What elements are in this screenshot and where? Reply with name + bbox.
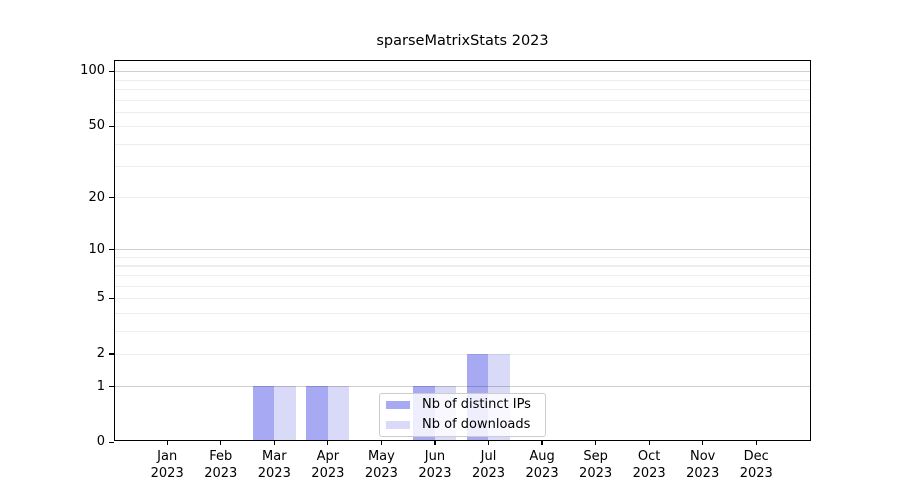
x-tick-label: Nov 2023: [675, 448, 731, 482]
y-tick-label: 10: [88, 241, 105, 257]
x-tick-year: 2023: [471, 466, 506, 481]
x-tick-label: Mar 2023: [246, 448, 302, 482]
y-tick-mark: [109, 353, 114, 355]
x-tick-label: Dec 2023: [728, 448, 784, 482]
x-tick-mark: [327, 441, 329, 445]
chart-title: sparseMatrixStats 2023: [376, 33, 549, 49]
gridline-minor: [115, 353, 810, 355]
gridline-minor: [115, 285, 810, 287]
y-tick-label: 5: [96, 290, 105, 306]
y-tick-mark: [109, 248, 114, 251]
bar-downloads: [274, 386, 296, 440]
gridline-major: [115, 71, 810, 73]
bar-distinct-ips: [306, 386, 328, 440]
x-tick-year: 2023: [257, 466, 291, 481]
x-tick-label: Jul 2023: [461, 448, 517, 482]
y-tick-label: 20: [88, 189, 105, 205]
gridline-minor: [115, 298, 810, 300]
gridline-minor: [115, 330, 810, 332]
legend: Nb of distinct IPs Nb of downloads: [379, 393, 546, 437]
x-tick-mark: [702, 441, 704, 445]
gridline-minor: [115, 197, 810, 199]
gridline-minor: [115, 88, 810, 91]
y-tick-mark: [109, 385, 114, 388]
bar-distinct-ips: [252, 386, 275, 440]
y-tick-label: 100: [80, 63, 105, 79]
x-tick-mark: [273, 441, 275, 445]
plot-area: Nb of distinct IPs Nb of downloads: [114, 60, 811, 441]
x-tick-year: 2023: [686, 466, 720, 481]
legend-row-distinct-ips: Nb of distinct IPs: [386, 397, 545, 413]
x-tick-year: 2023: [579, 466, 613, 481]
x-tick-year: 2023: [418, 466, 452, 481]
x-tick-mark: [487, 441, 490, 445]
x-tick-year: 2023: [632, 466, 666, 481]
legend-swatch-downloads: [386, 421, 410, 429]
gridline-minor: [115, 166, 810, 168]
x-tick-label: Apr 2023: [300, 448, 356, 482]
legend-label-downloads: Nb of downloads: [422, 417, 531, 432]
legend-row-downloads: Nb of downloads: [386, 417, 545, 433]
y-tick-mark: [109, 125, 114, 127]
y-tick-mark: [109, 70, 114, 72]
x-tick-month: Apr: [316, 449, 340, 464]
y-tick-label: 50: [88, 118, 105, 134]
x-tick-mark: [434, 441, 436, 445]
gridline-minor: [115, 126, 810, 128]
y-tick-mark: [109, 297, 114, 299]
x-tick-label: Jan 2023: [139, 448, 195, 482]
gridline-major: [115, 386, 810, 388]
y-tick-label: 0: [96, 434, 105, 450]
plot-canvas: Nb of distinct IPs Nb of downloads: [115, 61, 810, 440]
x-tick-year: 2023: [204, 466, 238, 481]
x-tick-mark: [595, 441, 597, 445]
x-tick-month: May: [367, 449, 395, 464]
x-tick-year: 2023: [739, 466, 773, 481]
gridline-minor: [115, 111, 810, 113]
x-tick-label: Jun 2023: [407, 448, 463, 482]
x-tick-mark: [220, 441, 222, 445]
legend-label-distinct-ips: Nb of distinct IPs: [422, 397, 531, 412]
gridline-minor: [115, 257, 810, 259]
x-tick-month: Sep: [583, 449, 608, 464]
x-tick-month: Nov: [690, 449, 716, 464]
x-tick-month: Dec: [743, 449, 769, 464]
gridline-minor: [115, 79, 810, 81]
x-tick-mark: [755, 441, 757, 445]
gridline-minor: [115, 312, 810, 314]
x-tick-month: Aug: [529, 449, 555, 464]
x-tick-year: 2023: [311, 466, 345, 481]
x-tick-label: Sep 2023: [568, 448, 624, 482]
x-tick-month: Feb: [209, 449, 233, 464]
x-tick-year: 2023: [150, 466, 184, 481]
gridline-minor: [115, 99, 810, 101]
x-tick-month: Jan: [157, 449, 178, 464]
gridline-minor: [115, 265, 810, 267]
x-tick-label: Aug 2023: [514, 448, 570, 482]
x-tick-year: 2023: [525, 466, 559, 481]
x-tick-month: Oct: [637, 449, 661, 464]
x-tick-month: Jun: [424, 449, 446, 464]
legend-swatch-distinct-ips: [386, 401, 410, 409]
x-tick-label: May 2023: [353, 448, 409, 482]
y-tick-mark: [109, 196, 114, 199]
x-tick-mark: [648, 441, 650, 445]
x-tick-label: Oct 2023: [621, 448, 677, 482]
x-tick-month: Mar: [262, 449, 287, 464]
y-tick-label: 2: [96, 345, 105, 361]
bar-downloads: [327, 386, 350, 440]
x-tick-month: Jul: [480, 449, 497, 464]
x-tick-label: Feb 2023: [193, 448, 249, 482]
x-tick-year: 2023: [364, 466, 398, 481]
y-tick-mark: [109, 441, 114, 443]
x-tick-mark: [380, 441, 382, 445]
x-tick-mark: [166, 441, 168, 445]
y-tick-label: 1: [96, 378, 105, 394]
gridline-minor: [115, 274, 810, 277]
gridline-major: [115, 249, 810, 251]
x-tick-mark: [541, 441, 543, 445]
gridline-minor: [115, 143, 810, 145]
